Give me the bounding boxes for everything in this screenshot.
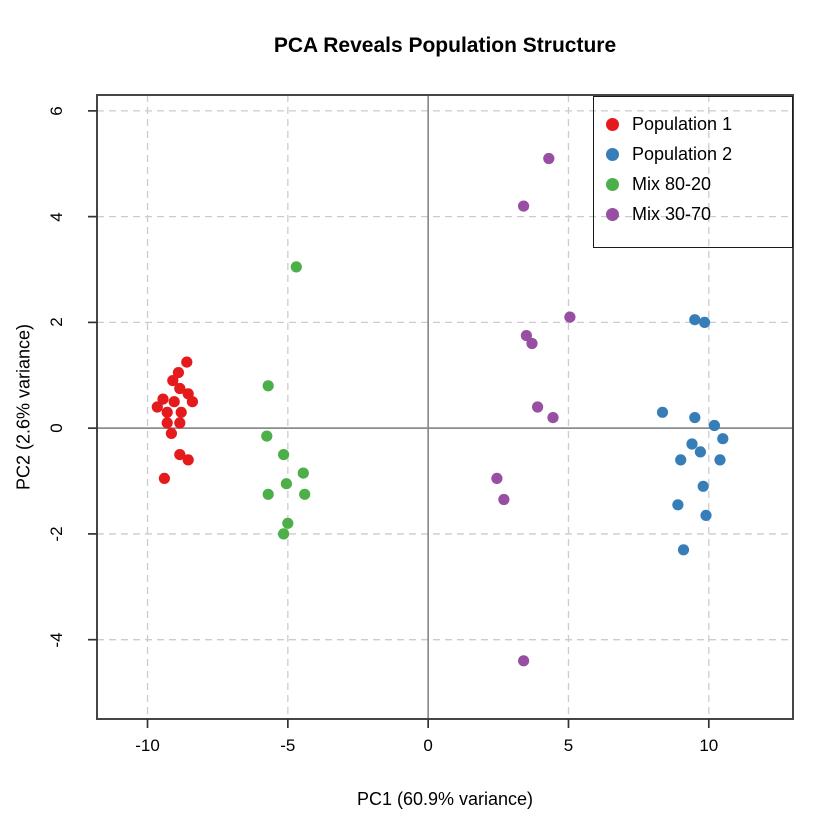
data-point [689,412,701,424]
data-point [672,499,684,511]
data-point [491,472,503,484]
data-point [297,467,309,479]
data-point [518,655,530,667]
data-point [675,454,687,466]
y-tick-label: 0 [47,423,66,433]
data-point [547,412,559,424]
chart-title: PCA Reveals Population Structure [273,34,617,57]
legend-item-label: Population 2 [632,144,733,164]
y-tick-label: 6 [47,106,66,116]
data-point [174,449,186,461]
data-point [694,446,707,458]
legend-swatch-mix-80-20-icon [606,177,619,191]
data-point [520,330,533,342]
legend-item-label: Mix 80-20 [632,174,712,194]
y-tick-label: -2 [47,526,66,542]
legend-item-label: Mix 30-70 [632,204,712,224]
data-point [158,472,170,484]
legend-item-mix-30-70: Mix 30-70 [594,199,792,229]
legend-item-population-1: Population 1 [594,109,792,139]
data-point [699,316,711,328]
legend: Population 1 Population 2 Mix 80-20 Mix … [593,96,793,248]
legend-swatch-population-2-icon [606,147,619,161]
data-point [282,517,294,529]
data-point [526,337,538,350]
data-point [157,393,169,405]
legend-item-population-2: Population 2 [594,139,792,169]
data-point [708,419,721,432]
y-tick-label: 2 [47,317,66,328]
data-point [262,380,274,392]
data-point [167,375,179,387]
data-point [290,261,302,273]
data-point [161,417,173,429]
x-tick-label: -10 [135,736,160,755]
y-tick-label: -4 [47,632,66,648]
data-point [686,438,698,450]
plot-border [96,94,794,720]
data-point [498,493,510,506]
data-point [172,367,184,379]
data-point [161,406,173,418]
data-point [174,417,186,429]
data-point [714,454,726,466]
data-point [168,396,180,408]
data-point [532,401,544,413]
data-point [697,480,709,492]
data-point [165,427,177,439]
data-point [677,544,690,556]
data-point [564,311,576,323]
legend-item-label: Population 1 [632,114,733,134]
x-tick-label: 5 [563,736,574,755]
data-point [182,454,194,466]
data-point [656,406,669,418]
x-tick-label: 0 [423,736,433,755]
data-point [175,406,187,418]
x-axis-label: PC1 (60.9% variance) [356,789,534,809]
data-point [518,200,530,212]
data-point [278,449,290,461]
data-point [181,356,193,368]
data-point [278,528,290,540]
data-point [700,509,712,521]
data-point [689,314,701,326]
data-point [543,152,555,165]
y-tick-label: 4 [47,211,66,222]
y-axis-label-text: PC2 (2.6% variance) [13,323,34,491]
data-point [174,382,186,395]
data-point [151,401,163,413]
x-tick-label: 10 [699,736,719,755]
data-point [186,396,198,408]
x-tick-label: -5 [280,736,296,755]
legend-swatch-population-1-icon [606,117,619,131]
data-point [261,430,273,442]
legend-item-mix-80-20: Mix 80-20 [594,169,792,199]
data-point [280,478,292,490]
data-point [299,488,311,500]
data-point [262,488,274,500]
legend-swatch-mix-30-70-icon [606,207,619,221]
data-point [717,433,729,445]
